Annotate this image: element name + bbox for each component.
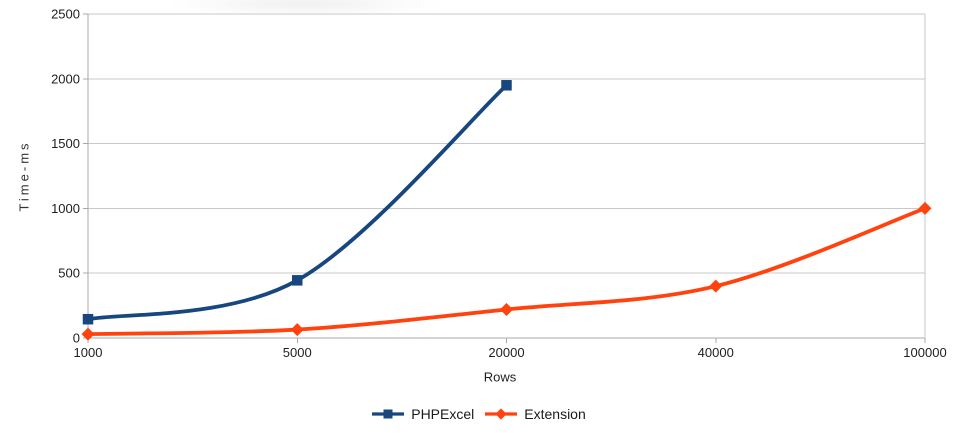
- x-tick-label: 40000: [698, 345, 734, 360]
- legend-item-extension: Extension: [484, 406, 586, 422]
- y-tick-label: 1500: [51, 136, 80, 151]
- x-tick-label: 20000: [488, 345, 524, 360]
- data-point-marker-phpexcel: [501, 80, 512, 91]
- x-axis-title: Rows: [483, 369, 517, 385]
- data-point-marker-extension: [495, 408, 507, 420]
- y-tick-label: 0: [73, 331, 80, 346]
- data-point-marker-phpexcel: [383, 409, 393, 419]
- data-point-marker-phpexcel: [292, 275, 303, 286]
- data-point-marker-extension: [918, 201, 932, 215]
- series-phpexcel: [82, 80, 512, 325]
- x-tick-label: 100000: [903, 345, 946, 360]
- y-tick-label: 2000: [51, 71, 80, 86]
- legend-item-phpexcel: PHPExcel: [371, 406, 474, 422]
- legend-label: Extension: [524, 406, 586, 422]
- legend-label: PHPExcel: [411, 406, 475, 422]
- series-extension: [81, 201, 932, 341]
- y-tick-label: 1000: [51, 201, 80, 216]
- x-tick-label: 5000: [283, 345, 312, 360]
- legend: PHPExcel Extension: [0, 406, 957, 422]
- y-axis-title: Time-ms: [16, 140, 32, 212]
- series-line-phpexcel: [86, 83, 509, 322]
- data-point-marker-extension: [81, 327, 95, 341]
- data-point-marker-phpexcel: [82, 313, 94, 325]
- y-tick-label: 2500: [51, 7, 80, 22]
- x-tick-label: 1000: [74, 345, 103, 360]
- data-point-marker-extension: [709, 279, 723, 293]
- legend-marker-extension: [485, 408, 518, 420]
- data-point-marker-extension: [499, 302, 514, 316]
- data-point-marker-extension: [290, 323, 304, 337]
- legend-marker-phpexcel: [372, 409, 405, 419]
- y-tick-label: 500: [58, 266, 80, 281]
